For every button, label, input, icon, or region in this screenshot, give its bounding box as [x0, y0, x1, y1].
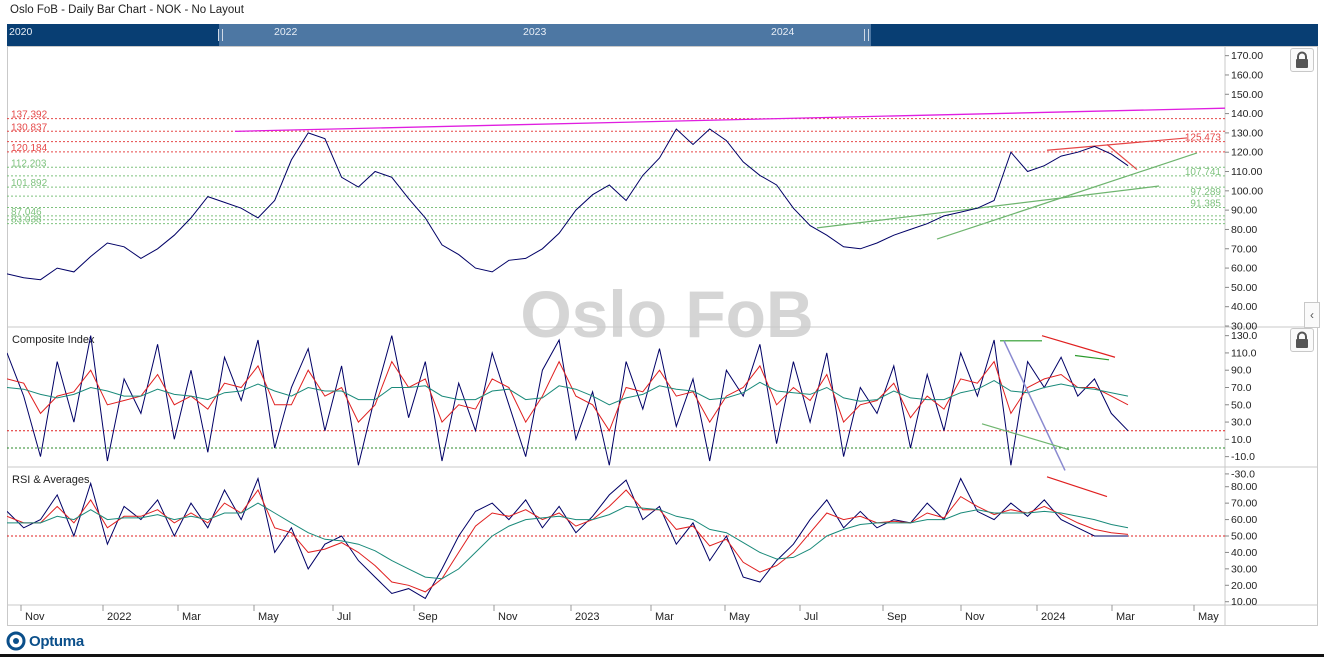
price-axis-label: 160.00 — [1231, 69, 1263, 81]
x-axis-label: Mar — [655, 611, 674, 623]
x-axis-label: 2024 — [1041, 611, 1065, 623]
composite-axis-label: 30.0 — [1231, 417, 1252, 429]
composite-series-line — [7, 380, 1129, 406]
price-axis-label: 70.00 — [1231, 243, 1257, 255]
price-axis-label: 30.00 — [1231, 321, 1257, 333]
optuma-logo-icon — [6, 631, 26, 651]
composite-trendline — [1041, 335, 1116, 358]
price-axis-label: 170.00 — [1231, 50, 1263, 62]
price-level-label: 125.473 — [1185, 133, 1222, 144]
x-axis-label: Jul — [337, 611, 351, 623]
x-axis-label: 2022 — [107, 611, 131, 623]
navigator-visible-range[interactable] — [219, 24, 871, 46]
price-axis-label: 150.00 — [1231, 89, 1263, 101]
x-axis-label: Mar — [1116, 611, 1135, 623]
price-level-label: 137.392 — [11, 110, 48, 121]
composite-panel-title: Composite Index — [12, 334, 95, 346]
composite-axis-label: 90.0 — [1231, 365, 1252, 377]
window-bottom-border — [0, 654, 1324, 657]
chart-area[interactable]: Oslo FoB 137.392 130.837 120.184 112.203 101… — [7, 46, 1318, 626]
rsi-axis-label: 10.00 — [1231, 596, 1257, 608]
price-axis-label: 90.00 — [1231, 205, 1257, 217]
navigator-year-label: 2022 — [274, 26, 298, 38]
x-axis-label: Jul — [804, 611, 818, 623]
watermark-text: Oslo FoB — [520, 277, 813, 351]
rsi-axis-label: 60.00 — [1231, 514, 1257, 526]
x-axis-label: Nov — [965, 611, 985, 623]
price-axis-label: 60.00 — [1231, 263, 1257, 275]
rsi-series-line — [7, 489, 1129, 593]
brand-name: Optuma — [29, 632, 84, 650]
price-axis-label: 120.00 — [1231, 147, 1263, 159]
rsi-series-line — [7, 476, 1128, 600]
navigator-year-label: 2023 — [523, 26, 547, 38]
price-level-label: 101.892 — [11, 178, 48, 189]
composite-series-line — [7, 360, 1129, 432]
price-level-label: 91.385 — [1190, 198, 1221, 209]
composite-trendline — [981, 423, 1070, 451]
x-axis-label: 2023 — [575, 611, 599, 623]
price-level-label: 112.203 — [11, 158, 47, 169]
x-axis-label: Sep — [418, 611, 438, 623]
composite-axis-label: -30.0 — [1231, 468, 1255, 480]
composite-trendline — [1074, 354, 1110, 361]
x-axis-label: Nov — [498, 611, 518, 623]
rsi-panel-title: RSI & Averages — [12, 474, 90, 486]
price-axis-label: 80.00 — [1231, 224, 1257, 236]
composite-axis-label: -10.0 — [1231, 451, 1255, 463]
composite-axis-label: 130.0 — [1231, 330, 1257, 342]
price-axis-label: 40.00 — [1231, 301, 1257, 313]
optuma-logo: Optuma — [6, 631, 84, 651]
rsi-axis-label: 40.00 — [1231, 547, 1257, 559]
navigator-year-label: 2020 — [9, 26, 33, 38]
rsi-axis-label: 70.00 — [1231, 498, 1257, 510]
x-axis-label: May — [729, 611, 750, 623]
rsi-trendline — [1046, 476, 1108, 498]
x-axis-label: Sep — [887, 611, 907, 623]
price-axis-label: 50.00 — [1231, 282, 1257, 294]
composite-series-line — [7, 335, 1129, 466]
price-axis-label: 100.00 — [1231, 185, 1263, 197]
price-axis-label: 110.00 — [1231, 166, 1262, 178]
lock-icon[interactable] — [1290, 328, 1314, 352]
trendline — [936, 152, 1198, 240]
rsi-axis-label: 20.00 — [1231, 580, 1257, 592]
price-level-label: 83.038 — [11, 215, 42, 226]
price-axis-label: 140.00 — [1231, 108, 1263, 120]
navigator-right-handle[interactable] — [864, 29, 869, 41]
composite-trendline — [1003, 340, 1066, 471]
x-axis-label: May — [1198, 611, 1219, 623]
chevron-left-icon[interactable]: ‹ — [1304, 302, 1320, 328]
rsi-axis-label: 30.00 — [1231, 563, 1257, 575]
composite-axis-label: 10.0 — [1231, 434, 1252, 446]
price-level-label: 97.289 — [1190, 187, 1221, 198]
rsi-axis-label: 80.00 — [1231, 481, 1257, 493]
lock-icon[interactable] — [1290, 48, 1314, 72]
trendline — [1106, 144, 1138, 171]
composite-axis-label: 70.0 — [1231, 382, 1252, 394]
trendline — [816, 185, 1160, 229]
navigator-left-handle[interactable] — [218, 29, 223, 41]
price-axis-label: 130.00 — [1231, 127, 1263, 139]
composite-axis-label: 110.0 — [1231, 347, 1257, 359]
price-level-label: 87.046 — [11, 207, 42, 218]
navigator-year-label: 2024 — [771, 26, 795, 38]
rsi-series-line — [7, 502, 1129, 580]
x-axis-label: Nov — [25, 611, 45, 623]
trendline — [234, 107, 1226, 133]
composite-axis-label: 50.0 — [1231, 399, 1252, 411]
price-level-label: 120.184 — [11, 143, 48, 154]
rsi-axis-label: 50.00 — [1231, 531, 1257, 543]
trendline — [1046, 137, 1188, 151]
price-series-line — [7, 128, 1129, 281]
price-level-label: 130.837 — [11, 122, 48, 133]
x-axis-label: May — [258, 611, 279, 623]
window-title: Oslo FoB - Daily Bar Chart - NOK - No La… — [10, 4, 244, 16]
price-level-label: 107.741 — [1185, 167, 1222, 178]
x-axis-label: Mar — [182, 611, 201, 623]
date-navigator[interactable]: 2020 2022 2023 2024 — [7, 24, 1318, 46]
